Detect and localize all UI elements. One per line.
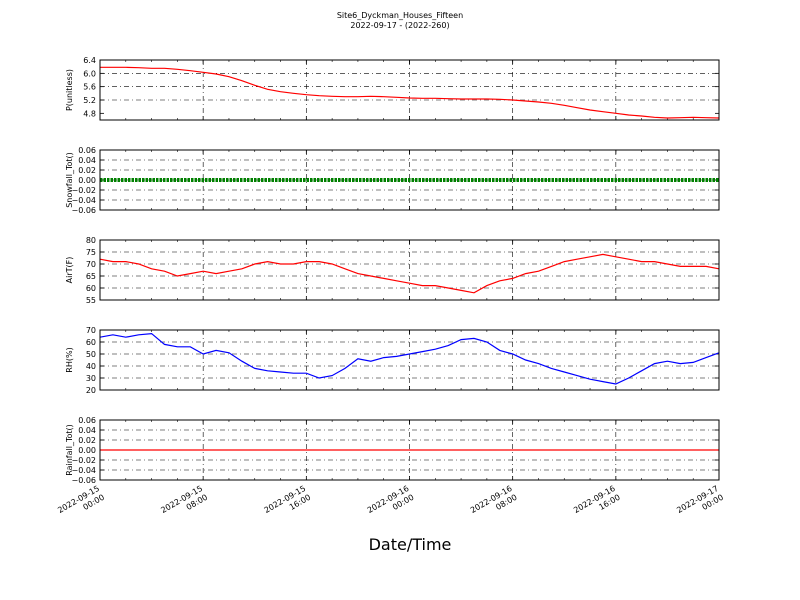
y-tick-label: 0.06 xyxy=(78,146,96,155)
y-tick-label: 5.6 xyxy=(83,83,96,92)
y-axis-label: Snowfall_Tot() xyxy=(65,152,74,208)
y-tick-label: 6.0 xyxy=(83,69,96,78)
y-tick-label: 6.4 xyxy=(83,56,96,65)
plot-frame xyxy=(99,239,720,301)
plot-frame xyxy=(99,329,720,391)
panel-1: 4.8 5.2 5.6 6.0 6.4 P(unitless) xyxy=(65,56,720,121)
y-tick-label: 0.02 xyxy=(78,166,96,175)
y-tick-label: 0.00 xyxy=(78,446,96,455)
y-axis-label: AirT(F) xyxy=(65,257,74,284)
panel-5: −0.06−0.04−0.020.000.020.040.06 Rainfall_… xyxy=(65,416,720,485)
y-tick-label: −0.06 xyxy=(71,206,96,215)
chart-title-block: Site6_Dyckman_Houses_Fifteen 2022-09-17 … xyxy=(0,11,800,31)
y-tick-label: −0.04 xyxy=(71,466,96,475)
panel-3: 55 60 65 70 75 80 AirT(F) xyxy=(65,236,720,305)
series-line xyxy=(100,66,720,119)
y-tick-label: 55 xyxy=(86,296,96,305)
y-tick-label: 0.02 xyxy=(78,436,96,445)
y-tick-label: 0.00 xyxy=(78,176,96,185)
y-tick-label: 40 xyxy=(86,362,96,371)
panel-4: 20 30 40 50 60 70 RH(%) xyxy=(65,326,720,395)
x-axis-label: Date/Time xyxy=(368,535,452,554)
y-tick-label: 80 xyxy=(86,236,96,245)
x-tick-label: 2022-09-1616:00 xyxy=(572,484,622,524)
y-tick-label: 60 xyxy=(86,284,96,293)
y-tick-label: 70 xyxy=(86,326,96,335)
y-tick-label: 65 xyxy=(86,272,96,281)
y-tick-label: 20 xyxy=(86,386,96,395)
y-tick-label: 0.06 xyxy=(78,416,96,425)
y-tick-label: −0.02 xyxy=(71,186,96,195)
plot-frame xyxy=(99,419,720,481)
y-tick-label: −0.04 xyxy=(71,196,96,205)
x-tick-label: 2022-09-1608:00 xyxy=(469,484,519,524)
y-tick-label: −0.06 xyxy=(71,476,96,485)
y-tick-label: 30 xyxy=(86,374,96,383)
y-tick-label: 60 xyxy=(86,338,96,347)
x-tick-label: 2022-09-1700:00 xyxy=(675,484,725,524)
y-tick-label: 0.04 xyxy=(78,156,96,165)
series-line xyxy=(99,332,720,385)
x-tick-label: 2022-09-1500:00 xyxy=(56,484,106,524)
y-tick-label: 70 xyxy=(86,260,96,269)
x-tick-label: 2022-09-1508:00 xyxy=(159,484,209,524)
y-tick-label: 75 xyxy=(86,248,96,257)
y-tick-label: 4.8 xyxy=(83,109,96,118)
x-tick-label: 2022-09-1600:00 xyxy=(366,484,416,524)
plot-frame xyxy=(99,149,720,211)
series-line xyxy=(99,253,720,294)
y-axis-label: P(unitless) xyxy=(65,69,74,111)
plot-frame xyxy=(99,59,720,121)
x-tick-label: 2022-09-1516:00 xyxy=(263,484,313,524)
y-axis-label: Rainfall_Tot() xyxy=(65,424,74,476)
y-axis-label: RH(%) xyxy=(65,347,74,372)
y-tick-label: 50 xyxy=(86,350,96,359)
y-tick-label: 0.04 xyxy=(78,426,96,435)
y-tick-label: 5.2 xyxy=(83,96,96,105)
panel-2: −0.06−0.04−0.020.000.020.040.06 Snowfall_… xyxy=(65,146,720,215)
chart-title: Site6_Dyckman_Houses_Fifteen xyxy=(336,11,464,20)
chart-subtitle: 2022-09-17 - (2022-260) xyxy=(350,21,450,30)
y-tick-label: −0.02 xyxy=(71,456,96,465)
